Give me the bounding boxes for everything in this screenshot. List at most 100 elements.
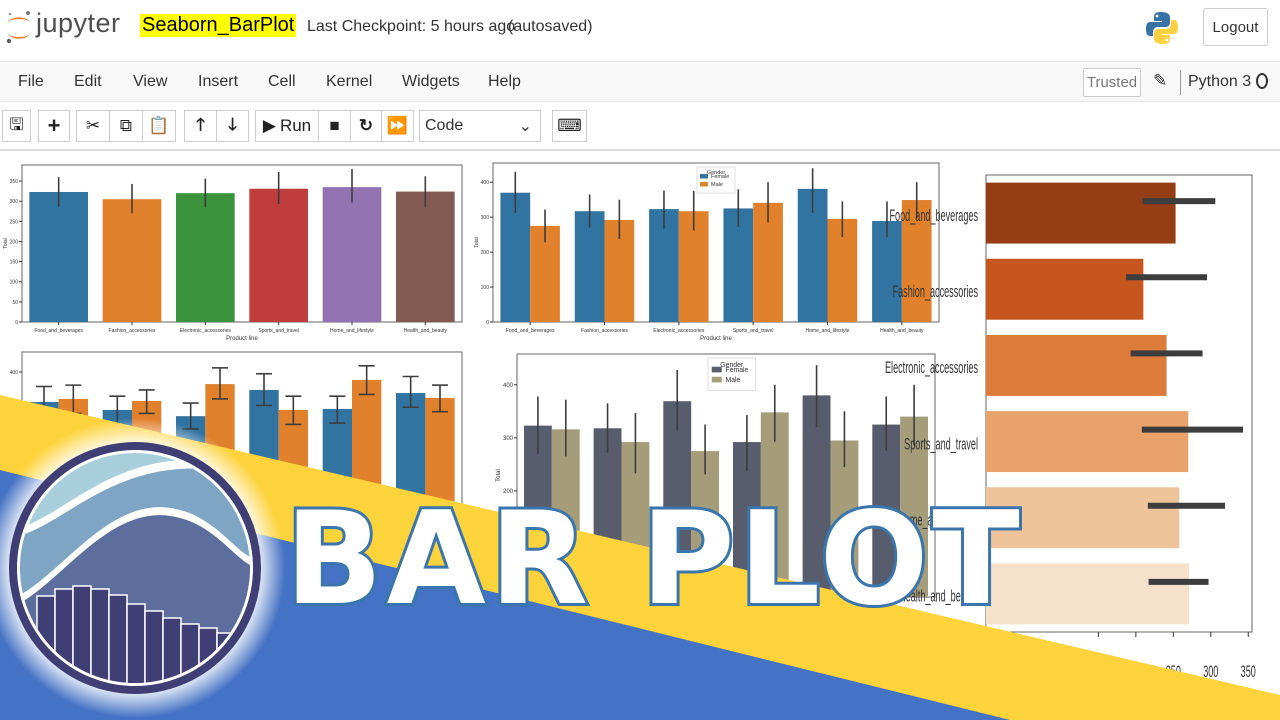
y-tick-label: 300 — [481, 215, 490, 221]
menu-help[interactable]: Help — [488, 73, 521, 90]
plot-area — [985, 174, 1253, 633]
menu-edit[interactable]: Edit — [74, 73, 102, 90]
legend-box — [696, 166, 736, 194]
chart-2: 0 100 200 300 400 Food_and_beverages Fashion_a… — [474, 162, 940, 342]
menu-widgets[interactable]: Widgets — [402, 73, 460, 90]
menu-view[interactable]: View — [133, 73, 168, 90]
bar — [500, 192, 531, 322]
legend-label: Male — [726, 377, 741, 384]
bar — [872, 424, 901, 597]
y-tick-label: 250 — [10, 219, 19, 225]
chart-5: Food_and_beverages Fashion_accessories Ele… — [885, 174, 1256, 681]
arrow-up-icon: 🡑 — [196, 114, 205, 134]
paste-icon: 📋 — [148, 116, 170, 135]
pencil-icon[interactable]: ✎ — [1153, 71, 1168, 90]
toolbar: 🖫 + ✂ ⧉ 📋 🡑 🡓 ▶ Run ■ ↻ ⏩ Code ⌄ ⌨ — [0, 108, 1280, 144]
bar — [425, 397, 455, 510]
legend-swatch — [700, 182, 708, 187]
x-tick-label: Sports_and_travel — [258, 328, 299, 334]
menu-kernel[interactable]: Kernel — [326, 73, 373, 90]
paste-button[interactable]: 📋 — [142, 110, 176, 142]
logout-button[interactable]: Logout — [1203, 8, 1268, 46]
python-logo-icon — [1146, 12, 1178, 44]
move-down-button[interactable]: 🡓 — [216, 110, 249, 142]
autosave-status: (autosaved) — [508, 18, 593, 35]
notebook-title[interactable]: Seaborn_BarPlot — [140, 14, 297, 37]
divider — [0, 149, 1280, 151]
save-button[interactable]: 🖫 — [2, 110, 31, 142]
plus-icon: + — [47, 113, 61, 138]
y-tick-label: Electronic_accessories — [885, 358, 978, 377]
menu-file[interactable]: File — [18, 73, 44, 90]
stop-icon: ■ — [329, 116, 340, 135]
y-tick-label: 100 — [10, 280, 19, 286]
bar — [986, 258, 1144, 320]
bar — [723, 208, 754, 322]
y-tick-label: 50 — [12, 300, 18, 306]
x-tick-label: Electronic_accessories — [653, 328, 705, 334]
bar — [986, 487, 1180, 549]
x-tick-label: Food_and_beverages — [34, 328, 83, 334]
x-tick-label: Home_and_lifestyle — [330, 328, 374, 334]
checkpoint-status: Last Checkpoint: 5 hours ago — [307, 18, 516, 35]
legend-label: Male — [711, 182, 723, 188]
y-tick-label: Fashion_accessories — [893, 282, 979, 301]
restart-run-all-button[interactable]: ⏩ — [381, 110, 414, 142]
y-tick-label: 200 — [10, 239, 19, 245]
y-tick-label: 300 — [10, 199, 19, 205]
y-tick-label: Sports_and_travel — [904, 434, 978, 453]
x-tick-label: 350 — [1241, 662, 1256, 681]
x-axis-label: Product line — [226, 336, 258, 342]
cut-icon: ✂ — [85, 116, 101, 135]
keyboard-icon: ⌨ — [557, 116, 582, 135]
cell-type-select[interactable]: Code ⌄ — [419, 110, 541, 142]
insert-cell-button[interactable]: + — [38, 110, 70, 142]
bar — [102, 199, 162, 322]
x-tick-label: Health_and_beauty — [404, 328, 448, 334]
legend-swatch — [711, 366, 722, 373]
thumbnail-title: BAR PLOT — [282, 482, 1024, 637]
logo-icon — [0, 418, 285, 718]
y-tick-label: 400 — [503, 383, 514, 389]
legend-swatch — [700, 174, 708, 179]
x-tick-label: Sports_and_travel — [733, 328, 774, 334]
run-button[interactable]: ▶ Run — [255, 110, 319, 142]
y-tick-label: Health_and_beauty — [899, 587, 978, 606]
bar — [176, 193, 235, 322]
bar — [396, 191, 455, 322]
bar — [900, 416, 929, 597]
stop-button[interactable]: ■ — [318, 110, 351, 142]
y-tick-label: 150 — [10, 260, 19, 266]
legend-title: Gender — [720, 362, 744, 369]
jupyter-logo-text: jupyter — [36, 8, 121, 38]
command-palette-button[interactable]: ⌨ — [552, 110, 587, 142]
bar — [872, 221, 902, 322]
legend-label: Female — [711, 174, 729, 180]
kernel-name[interactable]: Python 3 — [1188, 73, 1252, 90]
cell-type-value: Code — [425, 117, 464, 134]
y-tick-label: 0 — [15, 320, 18, 326]
y-tick-label: 0 — [486, 320, 489, 326]
menu-insert[interactable]: Insert — [198, 73, 239, 90]
trusted-indicator[interactable]: Trusted — [1083, 68, 1141, 97]
x-tick-label: Health_and_beauty — [880, 328, 924, 334]
bar — [986, 411, 1189, 473]
bar — [574, 211, 605, 322]
copy-icon: ⧉ — [119, 116, 133, 135]
bar — [249, 188, 308, 322]
restart-icon: ↻ — [358, 116, 374, 135]
plot-area — [21, 164, 463, 323]
y-tick-label: 100 — [481, 285, 490, 291]
cut-button[interactable]: ✂ — [76, 110, 110, 142]
restart-button[interactable]: ↻ — [350, 110, 382, 142]
legend-title: Gender — [707, 170, 726, 176]
menu-cell[interactable]: Cell — [268, 73, 296, 90]
save-icon: 🖫 — [9, 114, 24, 134]
bar — [322, 187, 382, 322]
y-axis-label: Total — [474, 237, 480, 248]
run-icon: ▶ — [262, 116, 276, 135]
kernel-status-icon — [1256, 73, 1268, 89]
jupyter-logo-icon[interactable] — [4, 8, 34, 46]
